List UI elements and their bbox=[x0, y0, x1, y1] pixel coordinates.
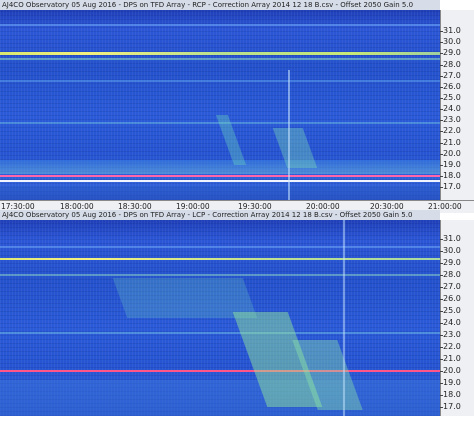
xtick: 17:30:00 bbox=[1, 202, 35, 211]
rcp-ytick: 20.0 bbox=[440, 149, 461, 158]
lcp-spectrogram-panel: AJ4CO Observatory 05 Aug 2016 - DPS on T… bbox=[0, 210, 474, 425]
lcp-ytick: 17.0 bbox=[440, 402, 461, 411]
lcp-ytick: 27.0 bbox=[440, 282, 461, 291]
spectrogram-noise-texture bbox=[0, 10, 440, 200]
lcp-ytick: 24.0 bbox=[440, 318, 461, 327]
xtick: 18:00:00 bbox=[60, 202, 94, 211]
lcp-band-17 bbox=[0, 380, 440, 416]
rcp-band-19 bbox=[0, 160, 440, 174]
rcp-frequency-axis: 31.0 30.0 29.0 28.0 27.0 26.0 25.0 24.0 … bbox=[440, 10, 474, 200]
lcp-panel-title: AJ4CO Observatory 05 Aug 2016 - DPS on T… bbox=[0, 210, 440, 220]
rcp-white-line-17-5 bbox=[0, 180, 440, 182]
time-axis: 17:30:00 18:00:00 18:30:00 19:00:00 19:3… bbox=[0, 200, 474, 213]
lcp-ytick: 29.0 bbox=[440, 258, 461, 267]
lcp-ytick: 21.0 bbox=[440, 354, 461, 363]
rcp-ytick: 30.0 bbox=[440, 37, 461, 46]
lcp-ytick: 20.0 bbox=[440, 366, 461, 375]
xtick: 18:30:00 bbox=[118, 202, 152, 211]
rcp-vertical-spike bbox=[288, 70, 290, 200]
rcp-spectrogram-plot[interactable] bbox=[0, 10, 440, 200]
lcp-red-line-18 bbox=[0, 370, 440, 372]
rcp-ytick: 17.0 bbox=[440, 182, 461, 191]
lcp-spectrogram-plot[interactable] bbox=[0, 220, 440, 416]
rcp-ytick: 25.0 bbox=[440, 93, 461, 102]
rcp-red-line-18 bbox=[0, 175, 440, 177]
rcp-ytick: 21.0 bbox=[440, 138, 461, 147]
lcp-ytick: 26.0 bbox=[440, 294, 461, 303]
xtick: 21:00:00 bbox=[428, 202, 462, 211]
lcp-band-21 bbox=[0, 332, 440, 334]
lcp-band-29 bbox=[0, 246, 440, 248]
rcp-band-17 bbox=[0, 186, 440, 200]
lcp-vertical-spike bbox=[343, 220, 345, 416]
rcp-band-26 bbox=[0, 58, 440, 60]
lcp-ytick: 23.0 bbox=[440, 330, 461, 339]
xtick: 20:00:00 bbox=[306, 202, 340, 211]
xtick: 19:00:00 bbox=[176, 202, 210, 211]
rcp-spectrogram-panel: AJ4CO Observatory 05 Aug 2016 - DPS on T… bbox=[0, 0, 474, 213]
lcp-ytick: 28.0 bbox=[440, 270, 461, 279]
rcp-ytick: 24.0 bbox=[440, 104, 461, 113]
lcp-ytick: 25.0 bbox=[440, 306, 461, 315]
rcp-ytick: 18.0 bbox=[440, 171, 461, 180]
rcp-ytick: 29.0 bbox=[440, 48, 461, 57]
rcp-band-21 bbox=[0, 122, 440, 124]
lcp-ytick: 30.0 bbox=[440, 246, 461, 255]
lcp-ytick: 18.0 bbox=[440, 390, 461, 399]
lcp-frequency-axis: 31.0 30.0 29.0 28.0 27.0 26.0 25.0 24.0 … bbox=[440, 220, 474, 416]
rcp-ytick: 26.0 bbox=[440, 82, 461, 91]
xtick: 20:30:00 bbox=[370, 202, 404, 211]
rcp-ytick: 22.0 bbox=[440, 126, 461, 135]
rcp-ytick: 19.0 bbox=[440, 160, 461, 169]
rcp-band-25 bbox=[0, 80, 440, 82]
rcp-band-29 bbox=[0, 24, 440, 26]
rcp-interference-band-27 bbox=[0, 52, 440, 55]
rcp-ytick: 31.0 bbox=[440, 26, 461, 35]
lcp-interference-band-28 bbox=[0, 258, 440, 260]
xtick: 19:30:00 bbox=[238, 202, 272, 211]
lcp-ytick: 31.0 bbox=[440, 234, 461, 243]
rcp-panel-title: AJ4CO Observatory 05 Aug 2016 - DPS on T… bbox=[0, 0, 440, 10]
rcp-ytick: 27.0 bbox=[440, 71, 461, 80]
lcp-ytick: 22.0 bbox=[440, 342, 461, 351]
rcp-ytick: 23.0 bbox=[440, 115, 461, 124]
lcp-ytick: 19.0 bbox=[440, 378, 461, 387]
rcp-ytick: 28.0 bbox=[440, 60, 461, 69]
lcp-band-26 bbox=[0, 274, 440, 276]
